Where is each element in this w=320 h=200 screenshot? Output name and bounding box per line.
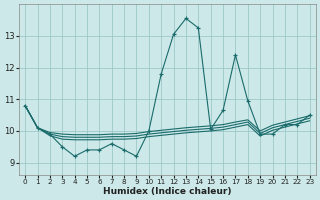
X-axis label: Humidex (Indice chaleur): Humidex (Indice chaleur)	[103, 187, 232, 196]
